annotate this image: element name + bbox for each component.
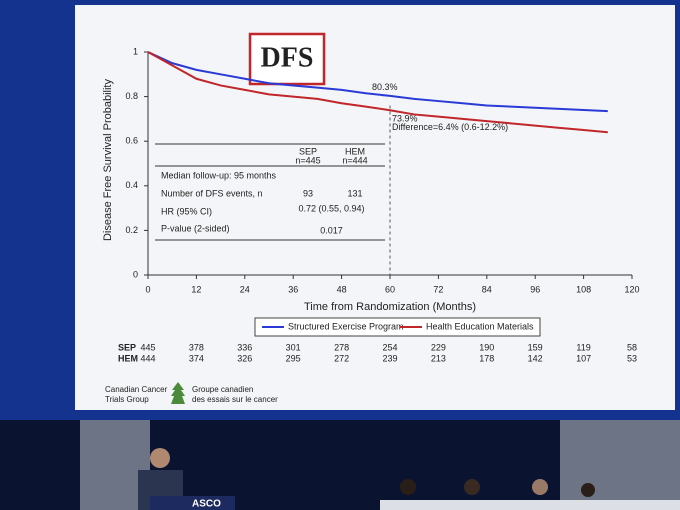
logo-text: des essais sur le cancer bbox=[192, 395, 278, 404]
annotation: 80.3% bbox=[372, 82, 398, 92]
x-tick-label: 48 bbox=[337, 284, 347, 294]
x-tick-label: 12 bbox=[191, 284, 201, 294]
logo-text: Trials Group bbox=[105, 395, 149, 404]
risk-value: 336 bbox=[237, 342, 252, 352]
risk-value: 119 bbox=[576, 342, 590, 352]
series-line bbox=[147, 51, 608, 134]
risk-value: 278 bbox=[334, 342, 349, 352]
speaker-head bbox=[150, 448, 170, 468]
x-axis-label: Time from Randomization (Months) bbox=[304, 301, 476, 313]
panelist bbox=[400, 479, 416, 495]
title-box bbox=[248, 32, 326, 86]
risk-value: 159 bbox=[528, 342, 543, 352]
chart-title: DFS bbox=[261, 42, 314, 73]
table-header: HEM bbox=[345, 146, 365, 156]
x-tick-label: 84 bbox=[482, 284, 492, 294]
x-tick-label: 120 bbox=[624, 284, 639, 294]
podium bbox=[150, 496, 235, 510]
x-tick-label: 72 bbox=[433, 284, 443, 294]
risk-value: 301 bbox=[286, 342, 301, 352]
risk-value: 445 bbox=[140, 342, 155, 352]
panelist bbox=[581, 483, 595, 497]
risk-value: 53 bbox=[627, 353, 637, 363]
legend-label: Structured Exercise Program bbox=[288, 321, 404, 331]
x-tick-label: 0 bbox=[145, 284, 150, 294]
table-cell: 0.72 (0.55, 0.94) bbox=[298, 203, 364, 213]
risk-value: 190 bbox=[479, 342, 494, 352]
risk-value: 239 bbox=[382, 353, 397, 363]
panelist bbox=[532, 479, 548, 495]
risk-label: SEP bbox=[118, 342, 136, 352]
table-header: n=445 bbox=[295, 155, 320, 165]
table-cell: 0.017 bbox=[320, 225, 343, 235]
risk-value: 142 bbox=[528, 353, 543, 363]
annotation: 73.9% bbox=[392, 113, 418, 123]
table-cell: 93 bbox=[303, 188, 313, 198]
leaf bbox=[171, 382, 185, 404]
y-axis-label: Disease Free Survival Probability bbox=[102, 78, 114, 241]
y-tick-label: 0 bbox=[133, 269, 138, 279]
risk-label: HEM bbox=[118, 353, 138, 363]
y-tick-label: 0.8 bbox=[125, 91, 138, 101]
x-tick-label: 24 bbox=[240, 284, 250, 294]
risk-value: 374 bbox=[189, 353, 204, 363]
table-cell: 131 bbox=[347, 188, 362, 198]
risk-value: 444 bbox=[140, 353, 155, 363]
slide bbox=[75, 5, 675, 410]
risk-value: 58 bbox=[627, 342, 637, 352]
risk-value: 326 bbox=[237, 353, 252, 363]
table-row-label: Median follow-up: 95 months bbox=[161, 170, 277, 180]
table-header: SEP bbox=[299, 146, 317, 156]
panelist bbox=[464, 479, 480, 495]
risk-value: 254 bbox=[382, 342, 397, 352]
risk-value: 229 bbox=[431, 342, 446, 352]
table-header: n=444 bbox=[342, 155, 367, 165]
panel-table bbox=[380, 500, 680, 510]
stage-panel bbox=[560, 420, 680, 510]
logo-icon bbox=[171, 382, 185, 404]
y-tick-label: 0.6 bbox=[125, 136, 138, 146]
podium-text: ASCO bbox=[192, 499, 221, 510]
risk-value: 213 bbox=[431, 353, 446, 363]
legend bbox=[254, 317, 541, 337]
risk-value: 378 bbox=[189, 342, 204, 352]
annotation: Difference=6.4% (0.6-12.2%) bbox=[392, 122, 508, 132]
risk-value: 272 bbox=[334, 353, 349, 363]
risk-value: 178 bbox=[479, 353, 494, 363]
x-tick-label: 96 bbox=[530, 284, 540, 294]
y-tick-label: 0.4 bbox=[125, 180, 138, 190]
x-tick-label: 60 bbox=[385, 284, 395, 294]
series-line bbox=[147, 51, 608, 113]
table-row-label: P-value (2-sided) bbox=[161, 223, 230, 233]
table-row-label: Number of DFS events, n bbox=[161, 188, 263, 198]
risk-value: 107 bbox=[576, 353, 591, 363]
logo-text: Canadian Cancer bbox=[105, 385, 168, 394]
logo-text: Groupe canadien bbox=[192, 385, 253, 394]
legend-label: Health Education Materials bbox=[426, 321, 534, 331]
y-tick-label: 1 bbox=[133, 46, 138, 56]
table-row-label: HR (95% CI) bbox=[161, 206, 212, 216]
x-tick-label: 36 bbox=[288, 284, 298, 294]
x-tick-label: 108 bbox=[576, 284, 591, 294]
risk-value: 295 bbox=[286, 353, 301, 363]
y-tick-label: 0.2 bbox=[125, 225, 138, 235]
